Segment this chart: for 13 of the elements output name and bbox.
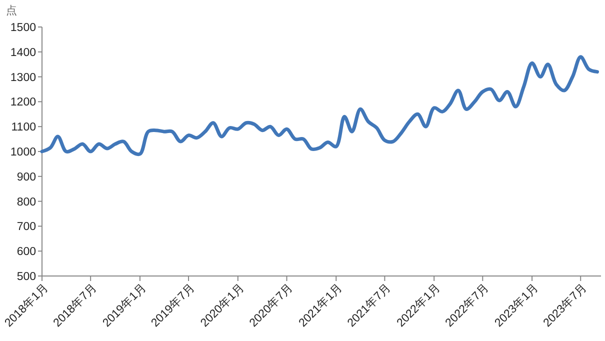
y-tick-label: 1300 bbox=[10, 72, 36, 84]
y-tick-label: 500 bbox=[16, 271, 36, 284]
y-tick-label: 900 bbox=[16, 171, 36, 184]
y-tick-label: 1100 bbox=[11, 122, 36, 134]
y-tick-label: 1400 bbox=[10, 46, 36, 59]
y-tick-label: 800 bbox=[16, 196, 36, 208]
y-tick-label: 1200 bbox=[10, 96, 36, 109]
y-tick-label: 1000 bbox=[10, 146, 36, 159]
y-tick-label: 700 bbox=[16, 221, 36, 234]
y-tick-label: 600 bbox=[16, 246, 36, 258]
y-axis-title: 点 bbox=[6, 4, 17, 17]
y-tick-label: 1500 bbox=[10, 22, 36, 34]
line-series bbox=[40, 55, 599, 156]
